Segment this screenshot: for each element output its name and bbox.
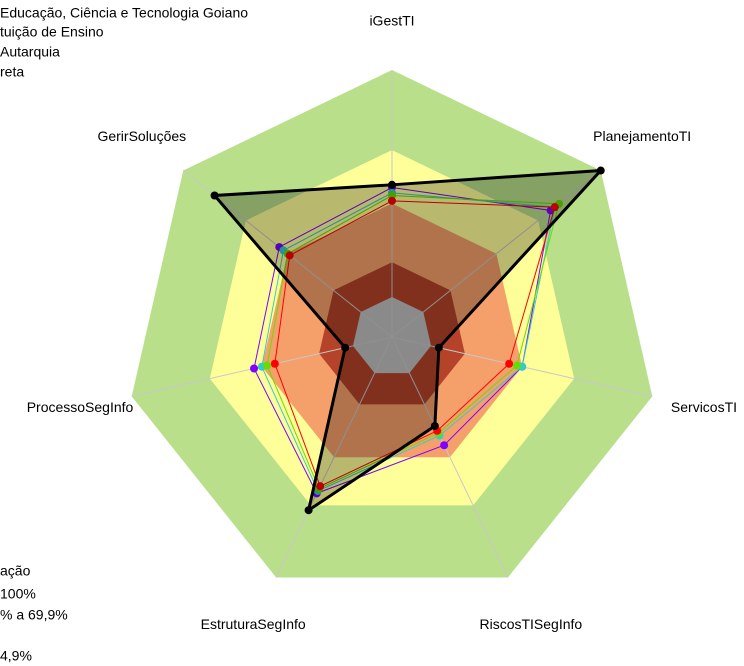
band-legend-item: % a 69,9% [0,607,68,623]
axis-label: GerirSoluções [97,128,186,144]
band-legend-title: ação [0,563,31,579]
series-point [316,482,325,491]
series-point [341,343,350,352]
series-point [512,361,521,370]
series-line [274,200,556,487]
series-point [550,203,559,212]
axis-label: ServicosTI [671,399,737,415]
series-point [210,191,219,200]
legend-label: Autarquia [0,44,60,60]
series-point [440,441,449,450]
series-point [270,359,279,368]
series-line [211,168,605,514]
series-point [434,343,443,352]
series-point [285,251,294,260]
band-legend-item: 4,9% [0,648,32,664]
spoke [391,336,509,578]
series-point [388,180,396,189]
band-legend-item: 100% [0,586,36,602]
legend-label: reta [0,64,24,80]
series-line [266,194,560,490]
series-point [263,361,272,370]
axis-label: RiscosTISegInfo [479,616,582,632]
axis-label: PlanejamentoTI [593,128,691,144]
series-point [250,364,259,373]
series-point [304,506,313,515]
series-point [505,359,514,368]
series-point [596,166,605,175]
legend-label: Educação, Ciência e Tecnologia Goiano [0,5,248,21]
legend-label: tuição de Ensino [0,24,104,40]
axis-label: ProcessoSegInfo [27,399,134,415]
axis-label: EstruturaSegInfo [201,616,306,632]
series-point [388,196,396,205]
spoke [275,336,393,578]
spoke [391,170,602,338]
axis-label: iGestTI [369,13,414,29]
series-point [430,422,439,431]
